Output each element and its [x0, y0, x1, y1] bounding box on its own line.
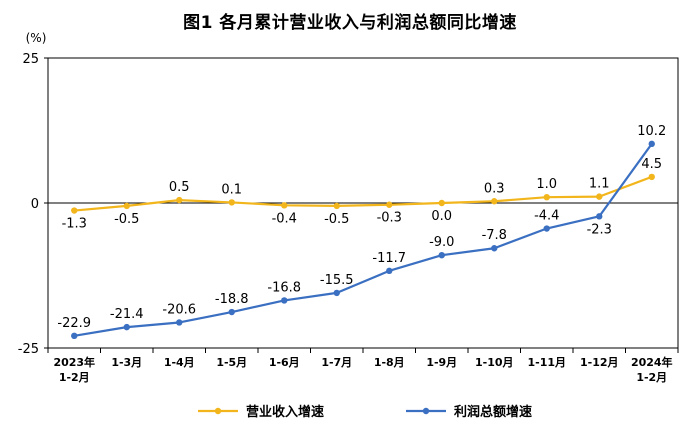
data-label: -18.8 — [215, 292, 249, 307]
data-point — [491, 245, 498, 252]
data-point — [281, 297, 288, 304]
x-tick-label: 1-3月 — [111, 356, 142, 369]
x-tick-label: 1-11月 — [527, 356, 566, 369]
data-label: -22.9 — [57, 316, 91, 331]
x-tick-label-line2: 1-2月 — [636, 371, 667, 384]
x-tick-label: 1-10月 — [475, 356, 514, 369]
data-label: -1.3 — [62, 217, 87, 232]
data-point — [228, 199, 235, 206]
data-point — [176, 196, 183, 204]
data-label: -2.3 — [587, 222, 612, 237]
data-label: -9.0 — [429, 235, 454, 250]
x-tick-label-line2: 1-2月 — [59, 371, 90, 384]
y-tick-label: -25 — [18, 342, 39, 357]
data-point — [438, 252, 445, 259]
data-label: -0.4 — [272, 211, 297, 226]
data-point — [123, 323, 130, 331]
y-tick-label: 25 — [22, 52, 39, 67]
data-point — [281, 202, 288, 209]
series-marks: -1.3 -0.5 0.5 0.1 -0.4 -0.5 -0.3 0.0 0.3 1.0 1.1 4.… — [57, 124, 666, 340]
data-point — [543, 225, 550, 232]
data-point — [491, 198, 498, 205]
data-point — [386, 201, 393, 208]
legend-label: 利润总额增速 — [454, 404, 532, 420]
series-line — [74, 175, 653, 212]
data-label: 0.5 — [169, 180, 190, 195]
y-axis-unit-label: (%) — [26, 31, 47, 45]
data-label: 1.0 — [536, 177, 557, 192]
data-point — [438, 199, 445, 207]
data-point — [543, 194, 550, 201]
x-tick-label: 1-8月 — [374, 356, 405, 369]
x-tick-label: 1-4月 — [164, 356, 195, 369]
data-label: -20.6 — [162, 302, 196, 317]
data-point — [386, 267, 393, 275]
x-tick-label: 1-7月 — [321, 356, 352, 369]
legend-label: 营业收入增速 — [246, 404, 324, 420]
data-point — [333, 289, 340, 297]
data-label: -0.5 — [324, 212, 349, 227]
data-point — [648, 173, 655, 181]
data-label: 0.1 — [221, 182, 242, 197]
data-point — [71, 332, 78, 340]
data-point — [596, 213, 603, 220]
x-tick-label: 1-12月 — [580, 356, 619, 369]
series-line — [74, 143, 653, 337]
data-label: 0.3 — [484, 181, 505, 196]
legend: 营业收入增速 利润总额增速 — [198, 404, 532, 420]
data-label: 1.1 — [589, 177, 610, 192]
data-point — [596, 193, 603, 200]
data-point — [333, 202, 340, 210]
data-point — [648, 140, 655, 148]
data-point — [228, 308, 235, 316]
data-point — [176, 319, 183, 326]
data-label: 4.5 — [641, 157, 662, 172]
x-tick-label: 2024年 — [631, 355, 673, 369]
y-tick-label: 0 — [31, 197, 39, 212]
legend-swatch-marker — [422, 407, 430, 415]
data-point — [71, 207, 78, 214]
data-label: -11.7 — [372, 251, 406, 266]
axes: -25 0 25 2023年 1-2月 1-3月 1-4月 1-5月 1-6月 1-7月 1-8月 1… — [18, 52, 679, 384]
x-tick-label: 1-9月 — [426, 356, 457, 369]
data-label: -15.5 — [320, 273, 354, 288]
x-tick-label: 2023年 — [53, 355, 95, 369]
data-label: 0.0 — [431, 209, 452, 224]
data-label: -16.8 — [267, 280, 301, 295]
legend-swatch-marker — [214, 407, 222, 415]
chart-title: 图1 各月累计营业收入与利润总额同比增速 — [183, 13, 517, 33]
data-label: -21.4 — [110, 307, 144, 322]
data-label: -0.5 — [114, 212, 139, 227]
data-label: -4.4 — [534, 209, 559, 224]
x-tick-label: 1-6月 — [269, 356, 300, 369]
data-point — [123, 202, 130, 210]
data-label: 10.2 — [637, 124, 666, 139]
data-label: -0.3 — [377, 211, 402, 226]
x-tick-label: 1-5月 — [216, 356, 247, 369]
data-label: -7.8 — [482, 228, 507, 243]
